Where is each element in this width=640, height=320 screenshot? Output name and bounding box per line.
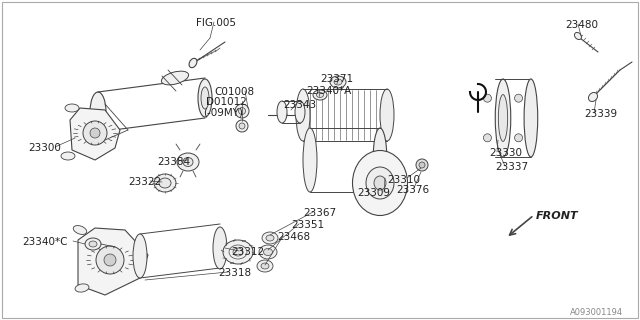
Text: A093001194: A093001194	[570, 308, 623, 317]
Ellipse shape	[161, 71, 189, 85]
Ellipse shape	[261, 263, 269, 269]
Text: 23371: 23371	[320, 74, 353, 84]
Ellipse shape	[183, 157, 193, 166]
Ellipse shape	[89, 241, 97, 247]
Ellipse shape	[575, 32, 582, 40]
Ellipse shape	[239, 108, 246, 115]
Circle shape	[483, 94, 492, 102]
Ellipse shape	[85, 238, 101, 250]
Text: 23343: 23343	[283, 100, 316, 110]
Text: 23318: 23318	[218, 268, 251, 278]
Ellipse shape	[75, 284, 89, 292]
Ellipse shape	[499, 95, 508, 141]
Circle shape	[104, 254, 116, 266]
Ellipse shape	[373, 128, 387, 192]
Ellipse shape	[330, 76, 346, 88]
Circle shape	[419, 162, 425, 168]
Circle shape	[515, 134, 522, 142]
Ellipse shape	[90, 92, 106, 132]
Ellipse shape	[380, 89, 394, 141]
Ellipse shape	[374, 176, 386, 190]
Text: C01008: C01008	[214, 87, 254, 97]
Text: (-09MY): (-09MY)	[203, 107, 243, 117]
Circle shape	[416, 159, 428, 171]
Ellipse shape	[524, 79, 538, 157]
Polygon shape	[70, 108, 120, 160]
Ellipse shape	[266, 235, 274, 241]
Ellipse shape	[279, 111, 287, 119]
Ellipse shape	[353, 150, 408, 215]
Ellipse shape	[366, 167, 394, 199]
Polygon shape	[78, 228, 148, 295]
Ellipse shape	[159, 178, 171, 188]
Circle shape	[483, 134, 492, 142]
Ellipse shape	[295, 101, 305, 123]
Ellipse shape	[198, 79, 212, 117]
Ellipse shape	[313, 90, 327, 100]
Ellipse shape	[262, 232, 278, 244]
Text: 23340*C: 23340*C	[22, 237, 67, 247]
Text: 23351: 23351	[291, 220, 324, 230]
Ellipse shape	[189, 58, 197, 68]
Text: 23312: 23312	[231, 247, 264, 257]
Text: 23337: 23337	[495, 162, 528, 172]
Ellipse shape	[334, 79, 342, 85]
Text: 23468: 23468	[277, 232, 310, 242]
Text: 23376: 23376	[396, 185, 429, 195]
Ellipse shape	[223, 240, 253, 264]
Ellipse shape	[74, 226, 86, 235]
Text: 23330: 23330	[489, 148, 522, 158]
Ellipse shape	[317, 92, 323, 98]
Text: 23310: 23310	[387, 175, 420, 185]
Ellipse shape	[213, 227, 227, 269]
Ellipse shape	[236, 120, 248, 132]
Circle shape	[90, 128, 100, 138]
Text: 23309: 23309	[357, 188, 390, 198]
Ellipse shape	[65, 104, 79, 112]
Ellipse shape	[259, 245, 277, 259]
Circle shape	[515, 94, 522, 102]
Ellipse shape	[257, 260, 273, 272]
Text: 23322: 23322	[128, 177, 161, 187]
Ellipse shape	[296, 89, 310, 141]
Ellipse shape	[154, 174, 176, 192]
Text: 23367: 23367	[303, 208, 336, 218]
Text: 23384: 23384	[157, 157, 190, 167]
Ellipse shape	[133, 234, 147, 278]
Ellipse shape	[588, 92, 598, 101]
Ellipse shape	[201, 87, 209, 109]
Text: 23300: 23300	[28, 143, 61, 153]
Circle shape	[96, 246, 124, 274]
Ellipse shape	[239, 123, 245, 129]
Ellipse shape	[264, 249, 273, 255]
Ellipse shape	[61, 152, 75, 160]
Ellipse shape	[235, 104, 249, 118]
Text: FRONT: FRONT	[536, 211, 579, 221]
Ellipse shape	[303, 128, 317, 192]
Circle shape	[83, 121, 107, 145]
Text: 23340*A: 23340*A	[306, 86, 351, 96]
Text: FIG.005: FIG.005	[196, 18, 236, 28]
Ellipse shape	[495, 79, 511, 157]
Ellipse shape	[177, 153, 199, 171]
Text: 23480: 23480	[565, 20, 598, 30]
Text: 23339: 23339	[584, 109, 617, 119]
Ellipse shape	[233, 248, 243, 256]
Text: D01012: D01012	[206, 97, 247, 107]
Ellipse shape	[277, 101, 287, 123]
